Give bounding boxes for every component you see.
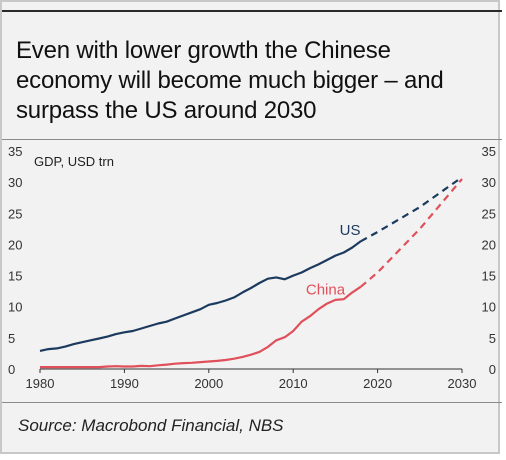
right-y-tick: 10	[482, 300, 496, 315]
x-tick-label: 2020	[363, 376, 392, 391]
right-y-tick: 25	[482, 206, 496, 221]
top-rule	[2, 10, 502, 12]
us-line	[39, 240, 362, 352]
right-y-tick: 20	[482, 237, 496, 252]
x-tick-label: 1990	[110, 376, 139, 391]
china-projection-line	[359, 178, 463, 288]
x-tick-label: 2010	[279, 376, 308, 391]
right-y-tick: 35	[482, 144, 496, 159]
left-y-tick: 15	[8, 269, 22, 284]
series-group	[39, 176, 463, 369]
title-divider	[2, 139, 502, 140]
right-y-tick: 15	[482, 269, 496, 284]
left-y-tick: 35	[8, 144, 22, 159]
left-y-tick: 5	[8, 331, 15, 346]
chart-title: Even with lower growth the Chinese econo…	[16, 37, 444, 124]
left-y-tick: 30	[8, 175, 22, 190]
left-y-tick: 25	[8, 206, 22, 221]
left-y-tick: 0	[8, 362, 15, 377]
left-y-tick: 10	[8, 300, 22, 315]
us-projection-line	[360, 176, 463, 243]
china-line	[40, 285, 362, 369]
left-y-ticks: 0 5 10 15 20 25 30 35	[8, 144, 22, 377]
x-ticks: 1980 1990 2000 2010 2020 2030	[26, 369, 477, 391]
chart-card: Even with lower growth the Chinese econo…	[0, 0, 502, 454]
right-y-tick: 5	[489, 331, 496, 346]
x-tick-label: 2030	[448, 376, 477, 391]
x-tick-label: 2000	[194, 376, 223, 391]
china-label: China	[306, 281, 346, 298]
us-label: US	[340, 222, 361, 239]
right-y-tick: 0	[489, 362, 496, 377]
source-note: Source: Macrobond Financial, NBS	[18, 416, 284, 435]
source-divider	[2, 402, 502, 403]
series-labels: US China	[306, 222, 361, 298]
right-y-ticks: 0 5 10 15 20 25 30 35	[482, 144, 496, 377]
y-axis-label: GDP, USD trn	[34, 154, 114, 169]
left-y-tick: 20	[8, 237, 22, 252]
right-y-tick: 30	[482, 175, 496, 190]
x-tick-label: 1980	[26, 376, 55, 391]
